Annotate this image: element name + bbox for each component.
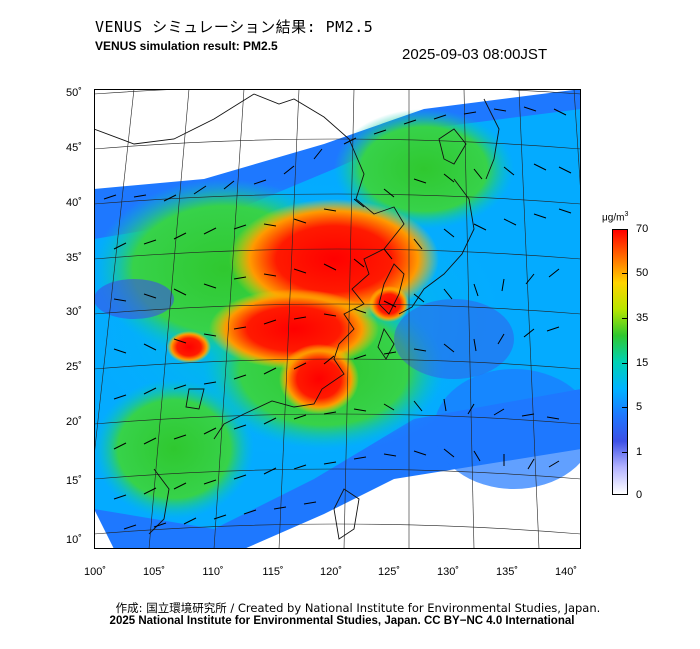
license-line: 2025 National Institute for Environmenta… (109, 615, 575, 627)
lat-label-50: 50˚ (66, 87, 82, 99)
colorbar-tickmark (622, 318, 628, 319)
lat-label-10: 10˚ (66, 534, 82, 546)
wind-vectors (103, 106, 572, 530)
colorbar-tick-35: 35 (636, 312, 649, 324)
colorbar-tickmark (622, 452, 628, 453)
lon-label-135: 135˚ (495, 566, 519, 578)
colorbar-tick-0: 0 (636, 489, 643, 501)
map-canvas (94, 89, 581, 549)
title-japanese: VENUS シミュレーション結果: PM2.5 (95, 18, 374, 36)
credit-line: 作成: 国立環境研究所 / Created by National Instit… (115, 601, 601, 615)
colorbar-unit: μg/m3 (602, 211, 629, 224)
lat-label-25: 25˚ (66, 361, 82, 373)
lon-label-115: 115˚ (262, 566, 284, 578)
graticule (94, 89, 581, 549)
forecast-timestamp: 2025-09-03 08:00JST (402, 46, 548, 63)
lat-label-35: 35˚ (66, 252, 82, 264)
lon-label-125: 125˚ (377, 566, 401, 578)
lat-label-15: 15˚ (66, 475, 82, 487)
lon-label-130: 130˚ (436, 566, 460, 578)
colorbar-tickmark (622, 273, 628, 274)
colorbar-tick-70: 70 (636, 223, 649, 235)
colorbar-tick-50: 50 (636, 267, 649, 279)
colorbar-tick-15: 15 (636, 357, 649, 369)
colorbar-tick-5: 5 (636, 401, 643, 413)
colorbar-tick-1: 1 (636, 446, 643, 458)
lat-label-30: 30˚ (66, 306, 82, 318)
lat-label-20: 20˚ (66, 416, 82, 428)
colorbar-tickmark (622, 407, 628, 408)
title-english: VENUS simulation result: PM2.5 (95, 39, 278, 53)
lon-label-110: 110˚ (202, 566, 224, 578)
colorbar-tickmark (622, 363, 628, 364)
lon-label-100: 100˚ (83, 566, 107, 578)
lon-label-140: 140˚ (554, 566, 578, 578)
colorbar (612, 229, 628, 495)
lon-label-120: 120˚ (319, 566, 343, 578)
pm25-map (94, 89, 581, 549)
lon-label-105: 105˚ (142, 566, 166, 578)
lat-label-40: 40˚ (66, 197, 82, 209)
map-frame (94, 89, 581, 549)
coastlines (94, 93, 500, 540)
lat-label-45: 45˚ (66, 142, 82, 154)
